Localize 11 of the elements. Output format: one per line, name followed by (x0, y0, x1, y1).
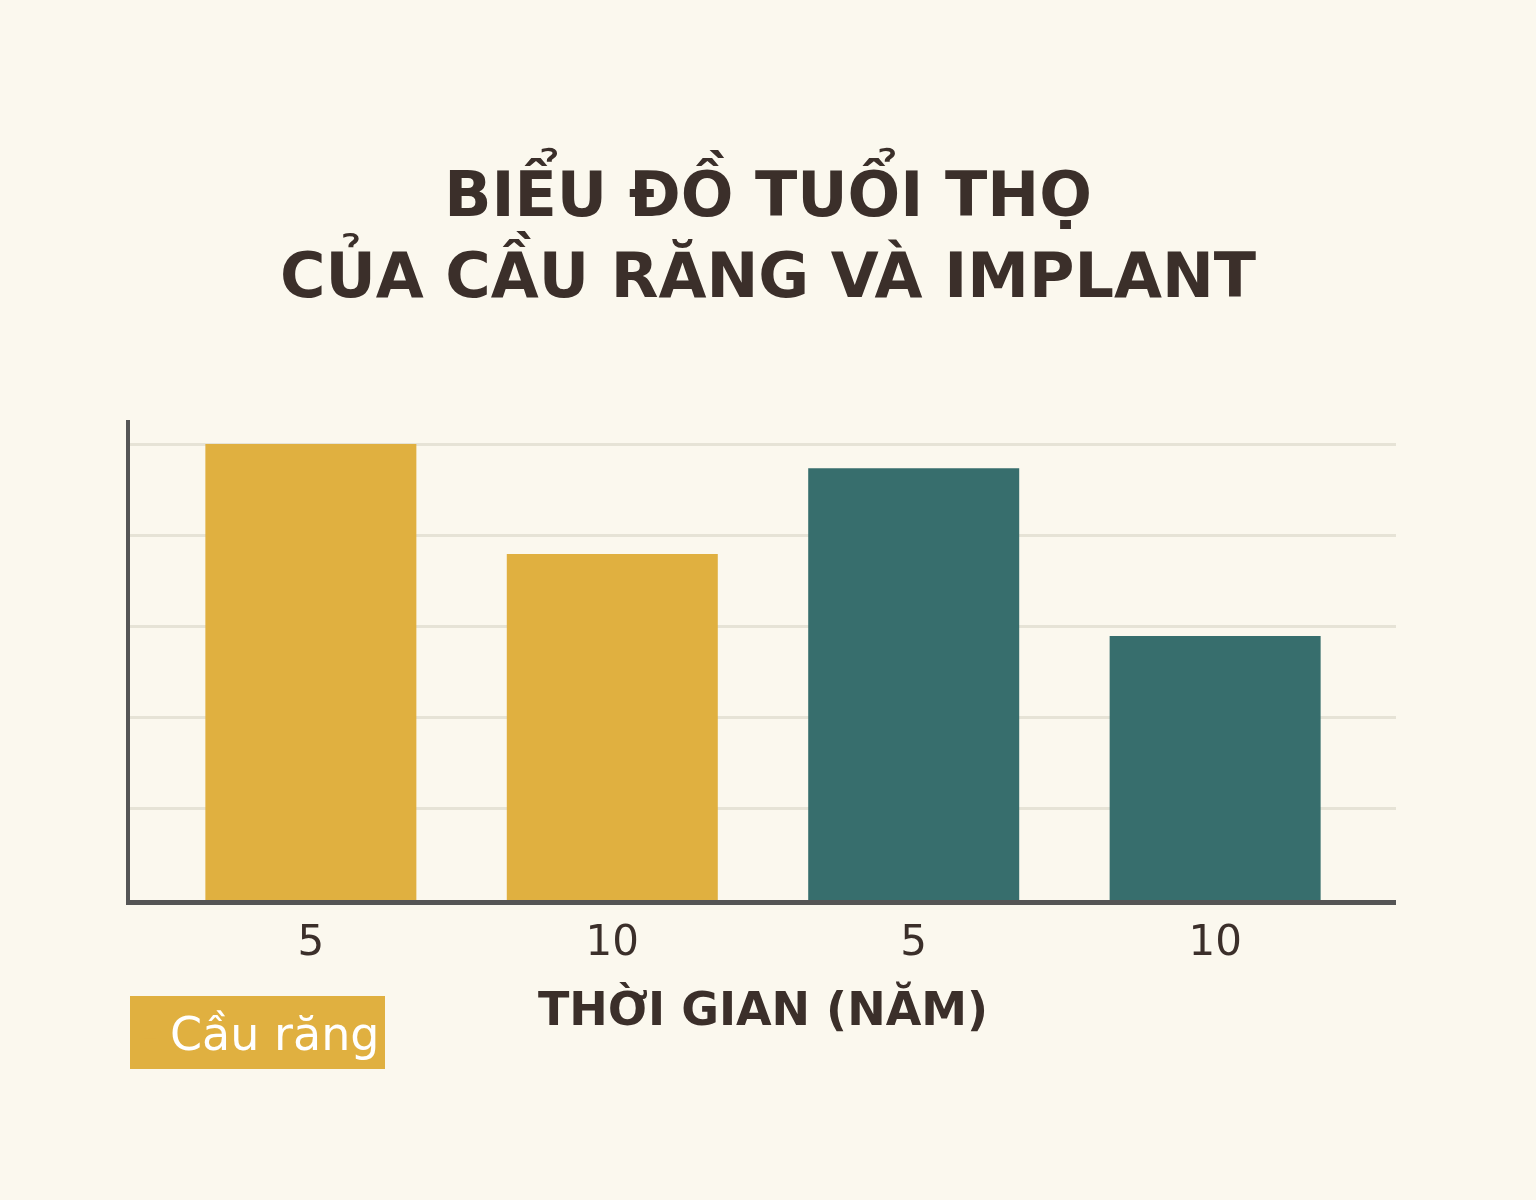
bar (808, 468, 1020, 900)
x-tick-label: 5 (297, 916, 325, 966)
x-tick-label: 10 (1188, 916, 1242, 966)
chart-title: BIỂU ĐỒ TUỔI THỌ CỦA CẦU RĂNG VÀ IMPLANT (279, 147, 1257, 312)
x-tick-label: 5 (900, 916, 928, 966)
text: Cầu răng (170, 1007, 380, 1062)
bar (205, 444, 417, 900)
x-axis-title: THỜI GIAN (NĂM) (537, 981, 989, 1037)
bar (506, 553, 718, 900)
x-tick-label: 10 (585, 916, 640, 966)
bar (1109, 635, 1321, 900)
